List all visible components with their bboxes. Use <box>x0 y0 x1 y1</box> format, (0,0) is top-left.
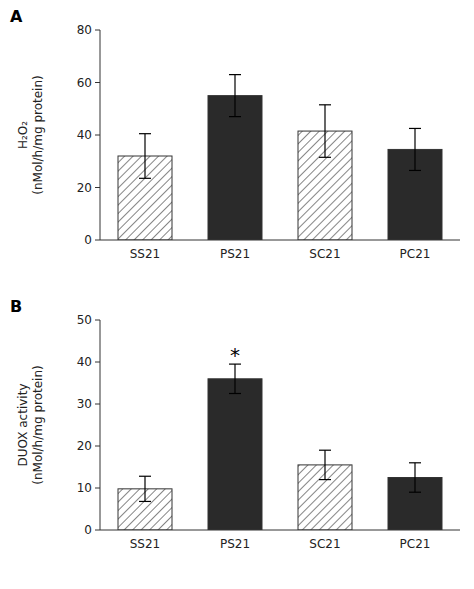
y-tick-label: 0 <box>84 233 92 247</box>
panel-label: B <box>10 297 22 316</box>
x-tick-label: SC21 <box>309 537 340 551</box>
y-tick <box>95 404 100 405</box>
y-tick-label: 50 <box>77 313 92 327</box>
error-cap <box>409 170 421 171</box>
error-cap <box>229 393 241 394</box>
error-cap <box>139 178 151 179</box>
error-cap <box>319 104 331 105</box>
bar <box>208 379 262 530</box>
y-tick-label: 20 <box>77 439 92 453</box>
error-cap <box>229 116 241 117</box>
bars <box>118 364 442 530</box>
error-stem <box>324 450 325 479</box>
figure: A020406080H₂O₂(nMol/h/mg protein)SS21PS2… <box>0 0 474 589</box>
x-axis <box>100 530 460 531</box>
error-stem <box>234 364 235 393</box>
x-tick-label: PC21 <box>400 247 431 261</box>
y-tick-label: 30 <box>77 397 92 411</box>
error-cap <box>409 128 421 129</box>
error-bar <box>139 134 151 179</box>
error-stem <box>234 75 235 117</box>
y-tick-label: 40 <box>77 355 92 369</box>
y-tick <box>95 320 100 321</box>
annotation: * <box>230 343 240 367</box>
error-bar <box>229 75 241 117</box>
x-tick-label: SS21 <box>130 537 161 551</box>
y-tick <box>95 82 100 83</box>
error-bar <box>139 476 151 501</box>
error-bar <box>229 364 241 393</box>
error-stem <box>144 134 145 179</box>
error-stem <box>414 463 415 492</box>
y-tick <box>95 240 100 241</box>
y-axis-label: (nMol/h/mg protein) <box>31 365 45 484</box>
bars <box>118 75 442 240</box>
y-tick-label: 40 <box>77 128 92 142</box>
error-stem <box>144 476 145 501</box>
error-cap <box>139 501 151 502</box>
error-cap <box>409 492 421 493</box>
error-cap <box>319 157 331 158</box>
error-cap <box>319 450 331 451</box>
x-tick-label: SC21 <box>309 247 340 261</box>
y-tick-label: 10 <box>77 481 92 495</box>
y-tick-label: 20 <box>77 181 92 195</box>
error-bar <box>319 105 331 158</box>
y-axis-label: (nMol/h/mg protein) <box>31 75 45 194</box>
panel-label: A <box>10 7 23 26</box>
x-tick-label: PS21 <box>220 537 250 551</box>
x-tick-label: PS21 <box>220 247 250 261</box>
y-tick <box>95 187 100 188</box>
error-bar <box>409 463 421 492</box>
y-tick-label: 80 <box>77 23 92 37</box>
panel: B 0 10 20 30 40 50 DUOX activity(nMol/h/mg prot… <box>10 297 460 551</box>
y-tick <box>95 530 100 531</box>
y-tick <box>95 446 100 447</box>
error-cap <box>139 476 151 477</box>
y-axis-label: DUOX activity <box>16 384 30 467</box>
y-tick-label: 0 <box>84 523 92 537</box>
x-tick-label: SS21 <box>130 247 161 261</box>
error-bar <box>319 450 331 479</box>
panel: A 0 20 40 60 80 H₂O₂(nMol/h/mg protein) SS21 PS2… <box>10 7 460 261</box>
error-stem <box>324 105 325 158</box>
x-axis <box>100 240 460 241</box>
error-bar <box>409 128 421 170</box>
error-cap <box>409 462 421 463</box>
y-axis <box>100 30 101 240</box>
y-axis <box>100 320 101 530</box>
y-tick-label: 60 <box>77 76 92 90</box>
y-tick <box>95 30 100 31</box>
y-tick <box>95 135 100 136</box>
y-tick <box>95 362 100 363</box>
bar <box>208 96 262 240</box>
error-cap <box>229 74 241 75</box>
y-axis-label: H₂O₂ <box>16 121 30 149</box>
error-stem <box>414 128 415 170</box>
error-cap <box>319 479 331 480</box>
x-tick-label: PC21 <box>400 537 431 551</box>
y-tick <box>95 488 100 489</box>
error-cap <box>139 133 151 134</box>
